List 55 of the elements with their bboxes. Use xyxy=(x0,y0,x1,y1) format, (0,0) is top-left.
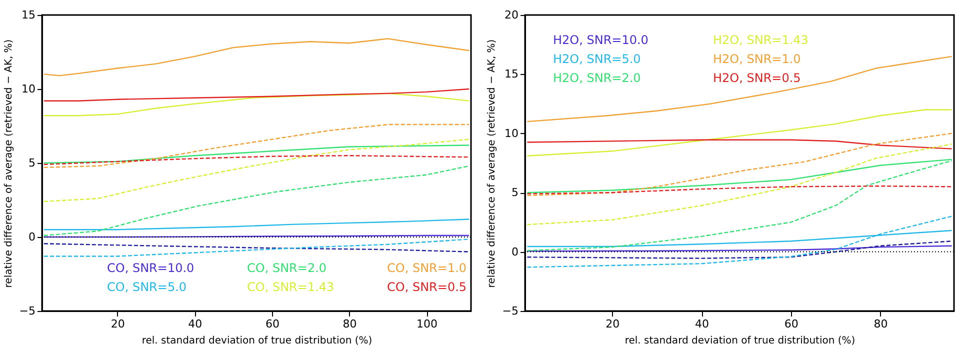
y-tick-label: 15 xyxy=(22,8,36,22)
y-tick-label: −5 xyxy=(502,304,518,318)
line-series xyxy=(526,109,952,156)
text: CO, SNR=1.43 xyxy=(247,280,334,294)
line-series xyxy=(43,92,470,116)
line-series xyxy=(43,38,470,76)
line-series xyxy=(43,218,470,230)
y-tick-label: 20 xyxy=(504,8,518,22)
text: H2O, SNR=5.0 xyxy=(553,52,641,66)
x-tick-label: 40 xyxy=(188,318,202,330)
y-tick-label: 5 xyxy=(512,186,518,200)
text: CO, SNR=0.5 xyxy=(387,280,467,294)
text: H2O, SNR=1.43 xyxy=(713,33,808,47)
y-tick-label: 15 xyxy=(504,68,518,81)
y-tick-label: 0 xyxy=(28,230,36,244)
line-series xyxy=(43,88,470,102)
line-series xyxy=(526,240,952,259)
y-axis-title: relative difference of average (retrieved − AK, %) xyxy=(486,39,498,288)
line-series xyxy=(43,238,470,257)
line-series xyxy=(43,243,470,252)
x-tick-label: 80 xyxy=(874,318,888,330)
line-series xyxy=(526,143,952,226)
line-series xyxy=(526,56,952,122)
line-series xyxy=(43,124,470,168)
line-series xyxy=(526,132,952,196)
text: H2O, SNR=0.5 xyxy=(713,71,801,85)
x-tick-label: 40 xyxy=(695,318,710,330)
x-tick-label: 20 xyxy=(606,318,620,330)
series-label: CO, SNR=10.0 xyxy=(107,261,194,275)
x-tick-label: 60 xyxy=(265,318,280,330)
line-series xyxy=(43,138,470,202)
text: H2O, SNR=10.0 xyxy=(553,33,648,47)
y-tick-label: 0 xyxy=(512,245,518,258)
x-tick-label: 100 xyxy=(416,318,438,330)
x-axis-title: rel. standard deviation of true distribution (%) xyxy=(624,336,856,346)
line-series xyxy=(43,155,470,166)
text: H2O, SNR=2.0 xyxy=(553,71,641,85)
x-axis-title: rel. standard deviation of true distribution (%) xyxy=(142,336,372,346)
line-series xyxy=(43,144,470,164)
y-axis-title: relative difference of average (retrieved − AK, %) xyxy=(3,39,14,288)
x-tick-label: 20 xyxy=(110,318,125,330)
y-tick-label: −5 xyxy=(19,304,36,318)
text: CO, SNR=1.0 xyxy=(387,261,467,275)
series-label: H2O, SNR=1.0 xyxy=(713,52,801,66)
line-series xyxy=(526,216,952,268)
x-tick-label: 60 xyxy=(784,318,798,330)
line-series xyxy=(526,139,952,150)
y-tick-label: 5 xyxy=(28,156,36,170)
y-tick-label: 10 xyxy=(22,82,36,96)
text: CO, SNR=5.0 xyxy=(107,280,187,294)
text: CO, SNR=2.0 xyxy=(247,261,327,275)
y-tick-label: 10 xyxy=(504,126,518,140)
x-tick-label: 80 xyxy=(342,318,357,330)
line-series xyxy=(43,165,470,236)
line-series xyxy=(526,185,952,194)
